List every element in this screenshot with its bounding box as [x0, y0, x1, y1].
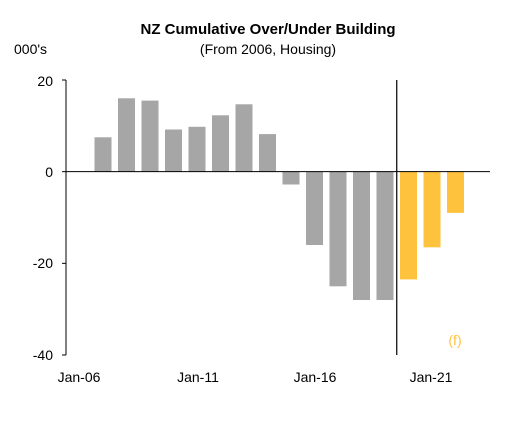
bars-group — [94, 98, 464, 300]
x-axis-ticks: Jan-06 Jan-11 Jan-16 Jan-21 — [58, 369, 453, 385]
x-tick-label-jan-16: Jan-16 — [294, 369, 337, 385]
bar-2008 — [118, 98, 135, 172]
x-tick-label-jan-21: Jan-21 — [410, 369, 453, 385]
y-axis-unit-label: 000's — [14, 41, 47, 57]
bar-2007 — [94, 137, 112, 172]
bar-2015 — [282, 171, 300, 185]
bar-2012 — [212, 115, 229, 172]
x-tick-label-jan-06: Jan-06 — [58, 369, 101, 385]
bar-2016 — [306, 171, 323, 245]
x-tick-label-jan-11: Jan-11 — [177, 369, 219, 385]
bar-2009 — [141, 100, 159, 172]
y-tick-label-20: 20 — [37, 73, 53, 89]
forecast-bar-2020 — [400, 171, 417, 280]
y-tick-label-0: 0 — [45, 164, 53, 180]
chart-title: NZ Cumulative Over/Under Building — [140, 21, 395, 38]
y-tick-label-minus-20: -20 — [33, 255, 53, 271]
bar-2018 — [353, 171, 370, 300]
forecast-bar-2021 — [423, 171, 441, 248]
bar-2013 — [235, 104, 253, 172]
y-tick-marks — [62, 79, 66, 356]
y-axis-ticks: 20 0 -20 -40 — [33, 73, 53, 363]
bar-2019 — [376, 171, 394, 300]
chart-subtitle: (From 2006, Housing) — [200, 41, 336, 57]
forecast-label: (f) — [448, 332, 461, 348]
bar-2010 — [165, 129, 182, 172]
bar-2011 — [188, 126, 206, 172]
bar-2014 — [259, 134, 276, 172]
bar-2017 — [329, 171, 347, 287]
forecast-bar-2022 — [447, 171, 464, 213]
y-tick-label-minus-40: -40 — [33, 347, 53, 363]
